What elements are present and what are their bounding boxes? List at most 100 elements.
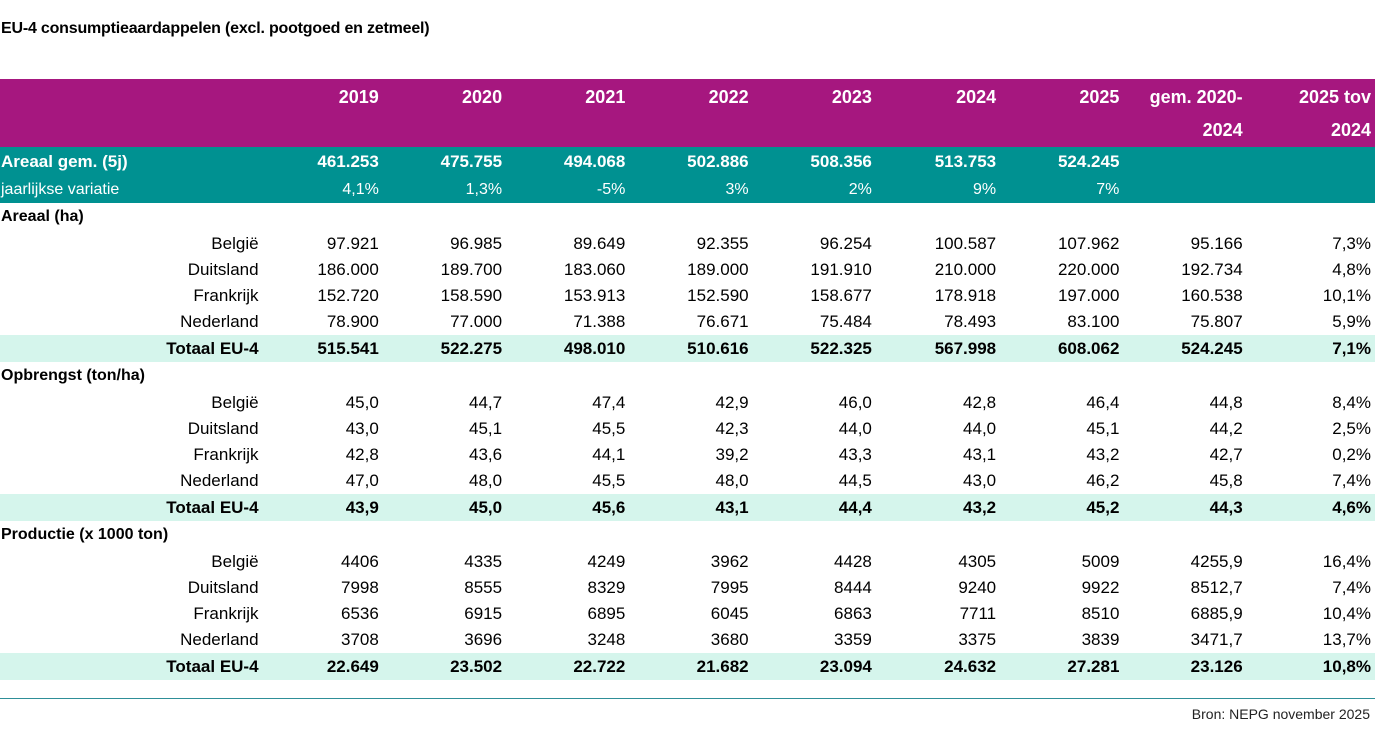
header-empty-cell (502, 113, 626, 147)
empty-cell (1119, 176, 1243, 203)
data-cell: 6536 (340, 604, 379, 623)
data-cell: 220.000 (1057, 260, 1120, 279)
data-cell: 48,0 (468, 471, 503, 490)
data-cell: 152.720 (317, 286, 379, 305)
data-cell: 7,4% (1332, 471, 1371, 490)
data-cell: 3696 (464, 630, 503, 649)
data-cell: 9922 (1081, 578, 1120, 597)
total-cell: 23.094 (748, 653, 872, 680)
data-cell: 89.649 (573, 234, 626, 253)
data-cell: 3708 (340, 630, 379, 649)
header-average-line2: 2024 (1119, 113, 1243, 147)
data-cell: 9240 (958, 578, 997, 597)
total-cell: 21.682 (625, 653, 749, 680)
data-cell: 42,9 (715, 393, 749, 412)
areaal-gem-label: Areaal gem. (5j) (0, 147, 259, 176)
header-average: gem. 2020- (1119, 79, 1243, 113)
table-row: Frankrijk 42,8 43,6 44,1 39,2 43,3 43,1 43,2 42,… (0, 442, 1375, 468)
header-empty-cell (0, 113, 259, 147)
header-empty-cell (0, 79, 259, 113)
total-cell: 23.126 (1119, 653, 1243, 680)
jaarlijkse-variatie-label: jaarlijkse variatie (0, 176, 259, 203)
data-cell: 43,0 (345, 419, 379, 438)
header-empty-cell (748, 113, 872, 147)
header-row: 2019 2020 2021 2022 2023 2024 2025 gem. … (0, 79, 1375, 113)
header-year-2023: 2023 (748, 79, 872, 113)
areaal-gem-value: 508.356 (748, 147, 872, 176)
data-cell: 45,5 (592, 471, 626, 490)
total-cell: 7,1% (1242, 335, 1375, 362)
variatie-value: 9% (871, 176, 997, 203)
total-cell: 522.275 (378, 335, 503, 362)
header-year-2022: 2022 (625, 79, 749, 113)
data-cell: 78.900 (326, 312, 379, 331)
data-cell: 8512,7 (1190, 578, 1243, 597)
data-cell: 42,7 (1209, 445, 1243, 464)
data-cell: 191.910 (810, 260, 872, 279)
data-cell: 75.484 (819, 312, 872, 331)
data-cell: 44,2 (1209, 419, 1243, 438)
data-cell: 16,4% (1322, 552, 1371, 571)
data-cell: 3375 (958, 630, 997, 649)
total-cell: 23.502 (378, 653, 503, 680)
footer-divider (0, 698, 1375, 699)
data-cell: 192.734 (1181, 260, 1243, 279)
variatie-value: -5% (502, 176, 626, 203)
data-cell: 8329 (587, 578, 626, 597)
data-cell: 45,8 (1209, 471, 1243, 490)
data-cell: 48,0 (715, 471, 749, 490)
data-cell: 47,0 (345, 471, 379, 490)
data-cell: 4255,9 (1190, 552, 1243, 571)
data-cell: 39,2 (715, 445, 749, 464)
data-cell: 2,5% (1332, 419, 1371, 438)
data-cell: 44,0 (963, 419, 997, 438)
data-cell: 178.918 (934, 286, 997, 305)
data-cell: 43,2 (1086, 445, 1120, 464)
areaal-gem-value: 513.753 (871, 147, 997, 176)
total-cell: 44,4 (748, 494, 872, 521)
opbrengst-section-header: Opbrengst (ton/ha) (0, 362, 1375, 390)
header-empty-cell (625, 113, 749, 147)
areaal-gem-value: 524.245 (996, 147, 1120, 176)
variatie-value: 7% (996, 176, 1120, 203)
total-cell: 27.281 (996, 653, 1120, 680)
total-cell: 515.541 (258, 335, 379, 362)
total-cell: 22.722 (502, 653, 626, 680)
data-cell: 13,7% (1322, 630, 1371, 649)
table-row: Duitsland 7998 8555 8329 7995 8444 9240 9922 851… (0, 575, 1375, 601)
areaal-gem-value: 461.253 (258, 147, 379, 176)
data-cell: 10,1% (1322, 286, 1371, 305)
data-cell: 96.985 (450, 234, 503, 253)
total-label: Totaal EU-4 (0, 335, 259, 362)
data-cell: 4428 (834, 552, 872, 571)
country-label: Duitsland (187, 419, 259, 438)
data-cell: 3839 (1081, 630, 1120, 649)
data-cell: 158.590 (440, 286, 503, 305)
data-cell: 186.000 (317, 260, 379, 279)
data-cell: 158.677 (810, 286, 872, 305)
data-cell: 210.000 (934, 260, 997, 279)
data-cell: 75.807 (1190, 312, 1243, 331)
total-cell: 44,3 (1119, 494, 1243, 521)
data-cell: 3248 (587, 630, 626, 649)
total-label: Totaal EU-4 (0, 653, 259, 680)
data-cell: 183.060 (563, 260, 626, 279)
total-cell: 608.062 (996, 335, 1120, 362)
table-row: België 4406 4335 4249 3962 4428 4305 5009 4255,9… (0, 549, 1375, 575)
country-label: Frankrijk (193, 445, 259, 464)
data-cell: 45,1 (1086, 419, 1120, 438)
table-row: Nederland 3708 3696 3248 3680 3359 3375 3839 347… (0, 627, 1375, 653)
country-label: Duitsland (187, 578, 259, 597)
data-cell: 4249 (587, 552, 626, 571)
data-cell: 3962 (710, 552, 749, 571)
total-cell: 522.325 (748, 335, 872, 362)
header-year-2024: 2024 (871, 79, 997, 113)
table-row: Frankrijk 152.720 158.590 153.913 152.590 158… (0, 283, 1375, 309)
data-cell: 7998 (340, 578, 379, 597)
data-cell: 43,0 (963, 471, 997, 490)
data-cell: 107.962 (1057, 234, 1120, 253)
data-cell: 83.100 (1067, 312, 1120, 331)
country-label: Duitsland (187, 260, 259, 279)
data-cell: 3680 (710, 630, 749, 649)
data-cell: 100.587 (934, 234, 997, 253)
